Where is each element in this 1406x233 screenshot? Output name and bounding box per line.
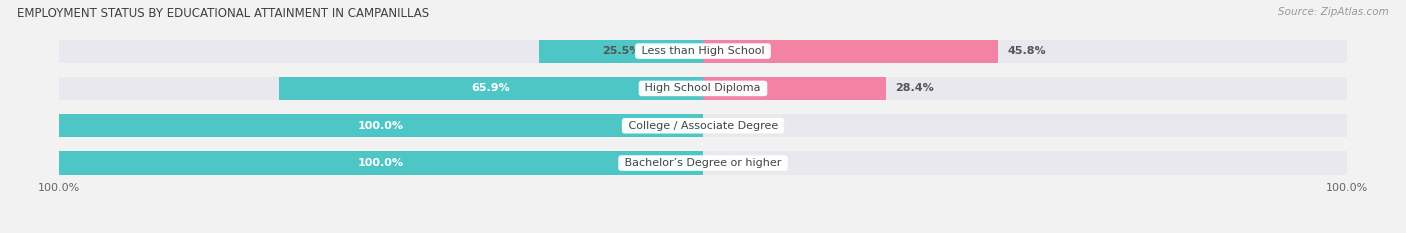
Bar	[703, 151, 1347, 175]
Bar	[703, 40, 998, 63]
Bar	[59, 40, 703, 63]
Text: College / Associate Degree: College / Associate Degree	[624, 121, 782, 131]
Text: 0.0%: 0.0%	[713, 121, 744, 131]
Bar	[703, 114, 1347, 137]
Text: 100.0%: 100.0%	[38, 183, 80, 193]
Text: Source: ZipAtlas.com: Source: ZipAtlas.com	[1278, 7, 1389, 17]
Bar	[59, 114, 703, 137]
Text: 100.0%: 100.0%	[359, 121, 404, 131]
Bar	[703, 40, 1347, 63]
Text: 100.0%: 100.0%	[359, 158, 404, 168]
Text: 25.5%: 25.5%	[602, 46, 640, 56]
Text: Less than High School: Less than High School	[638, 46, 768, 56]
Bar	[59, 151, 703, 175]
Bar	[538, 40, 703, 63]
Text: High School Diploma: High School Diploma	[641, 83, 765, 93]
Text: 0.0%: 0.0%	[713, 158, 744, 168]
Text: 65.9%: 65.9%	[471, 83, 510, 93]
Bar	[703, 77, 1347, 100]
Text: 100.0%: 100.0%	[1326, 183, 1368, 193]
Text: Bachelor’s Degree or higher: Bachelor’s Degree or higher	[621, 158, 785, 168]
Text: EMPLOYMENT STATUS BY EDUCATIONAL ATTAINMENT IN CAMPANILLAS: EMPLOYMENT STATUS BY EDUCATIONAL ATTAINM…	[17, 7, 429, 20]
Bar	[703, 77, 886, 100]
Bar	[278, 77, 703, 100]
Text: 28.4%: 28.4%	[896, 83, 934, 93]
Bar	[59, 77, 703, 100]
Text: 45.8%: 45.8%	[1008, 46, 1046, 56]
Bar	[59, 151, 703, 175]
Bar	[59, 114, 703, 137]
